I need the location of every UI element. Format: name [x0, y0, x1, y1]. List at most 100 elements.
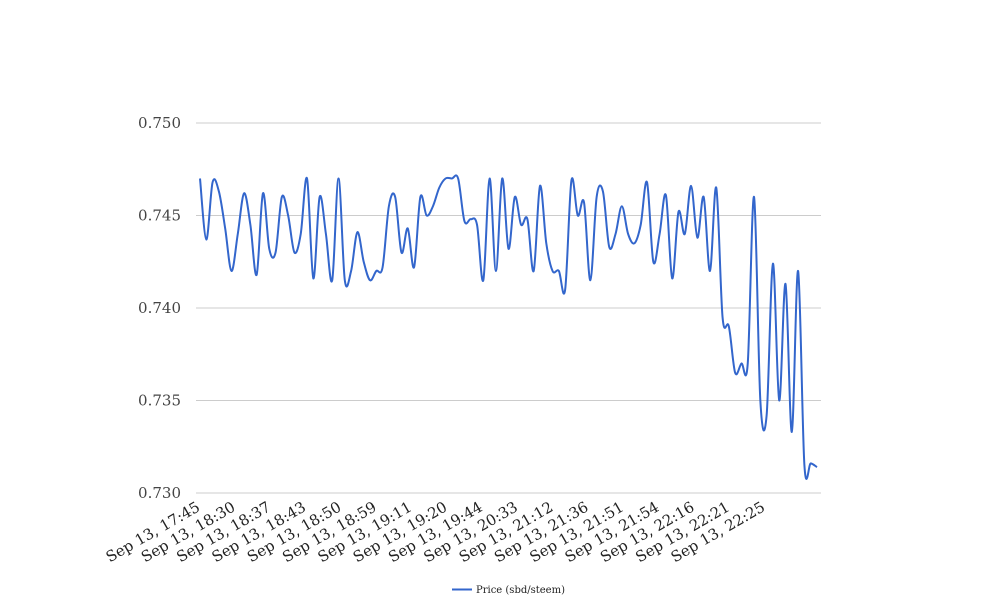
data-point[interactable]	[216, 188, 222, 194]
data-point[interactable]	[694, 235, 700, 241]
data-point[interactable]	[669, 275, 675, 281]
data-point[interactable]	[631, 240, 637, 246]
data-point[interactable]	[600, 188, 606, 194]
data-point[interactable]	[241, 190, 247, 196]
data-point[interactable]	[745, 361, 751, 367]
data-point[interactable]	[317, 194, 323, 200]
data-point[interactable]	[537, 183, 543, 189]
data-point[interactable]	[732, 370, 738, 376]
data-point[interactable]	[235, 231, 241, 237]
data-point[interactable]	[291, 250, 297, 256]
data-point[interactable]	[675, 209, 681, 215]
data-point[interactable]	[361, 259, 367, 265]
data-point[interactable]	[329, 277, 335, 283]
data-point[interactable]	[512, 194, 518, 200]
data-point[interactable]	[298, 231, 304, 237]
data-point[interactable]	[764, 412, 770, 418]
data-point[interactable]	[342, 277, 348, 283]
data-point[interactable]	[443, 176, 449, 182]
data-point[interactable]	[587, 277, 593, 283]
data-point[interactable]	[455, 176, 461, 182]
data-point[interactable]	[499, 176, 505, 182]
data-point[interactable]	[285, 213, 291, 219]
data-point[interactable]	[606, 244, 612, 250]
data-point[interactable]	[801, 462, 807, 468]
data-point[interactable]	[380, 264, 386, 270]
data-point[interactable]	[726, 324, 732, 330]
data-point[interactable]	[789, 429, 795, 435]
data-point[interactable]	[720, 314, 726, 320]
data-point[interactable]	[279, 194, 285, 200]
data-point[interactable]	[424, 213, 430, 219]
data-point[interactable]	[713, 185, 719, 191]
data-point[interactable]	[210, 179, 216, 185]
data-point[interactable]	[688, 183, 694, 189]
data-point[interactable]	[531, 268, 537, 274]
data-point[interactable]	[644, 179, 650, 185]
data-point[interactable]	[568, 177, 574, 183]
data-point[interactable]	[228, 268, 234, 274]
data-point[interactable]	[304, 176, 310, 182]
data-point[interactable]	[506, 246, 512, 252]
data-point[interactable]	[638, 222, 644, 228]
legend[interactable]: Price (sbd/steem)	[452, 585, 565, 596]
data-point[interactable]	[619, 203, 625, 209]
data-point[interactable]	[556, 268, 562, 274]
data-point[interactable]	[524, 216, 530, 222]
data-point[interactable]	[795, 268, 801, 274]
data-point[interactable]	[436, 185, 442, 191]
data-point[interactable]	[468, 216, 474, 222]
data-point[interactable]	[493, 268, 499, 274]
data-point[interactable]	[266, 246, 272, 252]
data-point[interactable]	[518, 222, 524, 228]
data-point[interactable]	[323, 231, 329, 237]
data-point[interactable]	[707, 268, 713, 274]
data-point[interactable]	[273, 250, 279, 256]
data-point[interactable]	[354, 229, 360, 235]
data-point[interactable]	[247, 222, 253, 228]
data-point[interactable]	[480, 277, 486, 283]
data-point[interactable]	[682, 231, 688, 237]
data-point[interactable]	[808, 460, 814, 466]
data-point[interactable]	[814, 464, 820, 470]
data-point[interactable]	[222, 225, 228, 231]
data-point[interactable]	[650, 259, 656, 265]
data-point[interactable]	[783, 281, 789, 287]
data-point[interactable]	[386, 203, 392, 209]
data-point[interactable]	[461, 218, 467, 224]
data-point[interactable]	[575, 213, 581, 219]
data-point[interactable]	[392, 194, 398, 200]
data-point[interactable]	[757, 398, 763, 404]
data-point[interactable]	[562, 287, 568, 293]
data-point[interactable]	[701, 194, 707, 200]
data-point[interactable]	[260, 190, 266, 196]
data-point[interactable]	[336, 176, 342, 182]
data-point[interactable]	[625, 231, 631, 237]
data-point[interactable]	[203, 237, 209, 243]
data-point[interactable]	[254, 272, 260, 278]
data-point[interactable]	[411, 264, 417, 270]
data-point[interactable]	[776, 398, 782, 404]
data-point[interactable]	[770, 261, 776, 267]
data-point[interactable]	[657, 231, 663, 237]
data-point[interactable]	[417, 194, 423, 200]
data-point[interactable]	[487, 176, 493, 182]
data-point[interactable]	[449, 176, 455, 182]
data-point[interactable]	[348, 268, 354, 274]
data-point[interactable]	[310, 275, 316, 281]
series-line-price[interactable]	[199, 174, 818, 480]
data-point[interactable]	[550, 268, 556, 274]
data-point[interactable]	[581, 200, 587, 206]
data-point[interactable]	[738, 361, 744, 367]
data-point[interactable]	[197, 176, 203, 182]
data-point[interactable]	[405, 225, 411, 231]
data-point[interactable]	[594, 194, 600, 200]
data-point[interactable]	[367, 277, 373, 283]
data-point[interactable]	[398, 250, 404, 256]
data-point[interactable]	[751, 194, 757, 200]
data-point[interactable]	[613, 231, 619, 237]
data-point[interactable]	[373, 268, 379, 274]
data-point[interactable]	[430, 203, 436, 209]
data-point[interactable]	[474, 222, 480, 228]
data-point[interactable]	[543, 240, 549, 246]
